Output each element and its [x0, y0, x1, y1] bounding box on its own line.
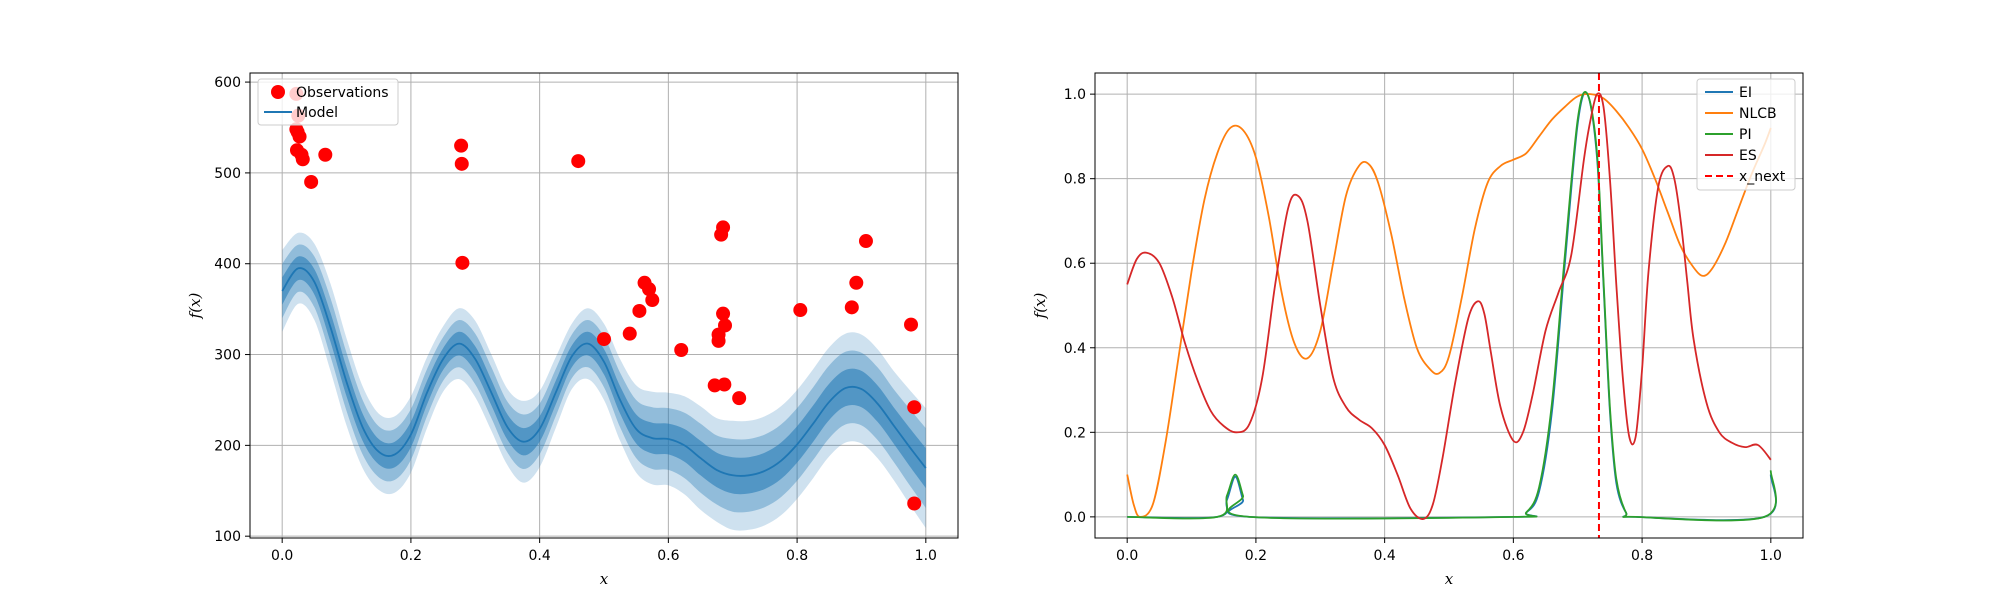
observation-point	[292, 129, 307, 144]
left-legend: Observations Model	[257, 78, 399, 126]
observation-point	[295, 152, 310, 167]
legend-label-ei: EI	[1739, 85, 1752, 101]
y-tick-label: 1.0	[1064, 87, 1086, 103]
observation-point	[645, 293, 660, 308]
observation-point	[597, 332, 611, 347]
observation-point	[849, 275, 864, 290]
observation-point	[858, 234, 873, 249]
observation-point	[732, 391, 747, 406]
observation-point	[454, 138, 469, 153]
y-tick-label: 0.8	[1064, 172, 1086, 188]
observation-point	[454, 156, 469, 171]
observation-point	[717, 377, 732, 392]
series-line-ei	[1127, 91, 1777, 522]
observation-point	[904, 317, 919, 332]
observation-point	[711, 333, 726, 348]
x-tick-label: 0.6	[1502, 548, 1524, 564]
legend-observations-marker	[271, 85, 285, 99]
y-tick-label: 0.2	[1064, 425, 1086, 441]
observation-point	[455, 255, 470, 270]
observation-point	[304, 174, 319, 189]
y-tick-label: 600	[214, 75, 241, 91]
left-y-ticks: 100 200 300 400 500 600	[214, 75, 250, 545]
right-legend-box	[1696, 78, 1796, 191]
x-tick-label: 0.2	[1245, 548, 1267, 564]
y-tick-label: 200	[214, 438, 241, 454]
observation-point	[718, 318, 733, 333]
x-tick-label: 0.8	[786, 548, 808, 564]
left-legend-box	[257, 78, 399, 126]
series-line-es	[1126, 92, 1772, 520]
observation-point	[716, 220, 731, 235]
y-tick-label: 0.6	[1064, 256, 1086, 272]
observation-point	[571, 154, 586, 169]
left-x-ticks: 0.0 0.2 0.4 0.6 0.8 1.0	[271, 538, 937, 564]
x-tick-label: 0.2	[400, 548, 422, 564]
right-subplot: 0.0 0.2 0.4 0.6 0.8 1.0 0.00.20.40.60.81.0 x …	[1031, 72, 1804, 588]
y-tick-label: 100	[214, 529, 241, 545]
observation-point	[642, 282, 657, 297]
observation-point	[844, 300, 859, 315]
right-grid	[1095, 73, 1803, 538]
legend-label-nlcb: NLCB	[1739, 106, 1777, 122]
x-tick-label: 1.0	[1760, 548, 1782, 564]
right-y-axis-label: f(x)	[1031, 292, 1049, 319]
legend-label-es: ES	[1739, 148, 1757, 164]
y-tick-label: 0.4	[1064, 341, 1086, 357]
x-tick-label: 0.6	[657, 548, 679, 564]
model-mean-line	[281, 267, 927, 477]
left-axes-frame	[249, 72, 959, 539]
legend-label-x-next: x_next	[1739, 169, 1786, 185]
observation-point	[632, 303, 647, 318]
observation-point	[907, 496, 922, 511]
x-tick-label: 0.0	[1116, 548, 1138, 564]
observation-point	[318, 147, 333, 162]
x-tick-label: 0.4	[529, 548, 551, 564]
x-tick-label: 0.0	[271, 548, 293, 564]
y-tick-label: 400	[214, 257, 241, 273]
y-tick-label: 500	[214, 166, 241, 182]
left-confidence-bands	[282, 232, 926, 531]
right-axes-frame	[1094, 72, 1804, 539]
observation-point	[622, 326, 637, 341]
legend-observations-label: Observations	[296, 85, 389, 101]
x-tick-label: 1.0	[915, 548, 937, 564]
observation-point	[716, 306, 731, 321]
right-legend: EI NLCB PI ES x_next	[1696, 78, 1796, 191]
legend-model-label: Model	[296, 105, 338, 121]
right-x-ticks: 0.0 0.2 0.4 0.6 0.8 1.0	[1116, 538, 1782, 564]
left-x-axis-label: x	[600, 570, 609, 588]
observation-point	[674, 343, 689, 358]
right-x-axis-label: x	[1445, 570, 1454, 588]
confidence-band-2sigma	[282, 244, 926, 513]
series-line-pi	[1127, 91, 1777, 522]
y-tick-label: 0.0	[1064, 510, 1086, 526]
left-y-axis-label: f(x)	[186, 292, 204, 319]
right-acquisition-lines	[1126, 91, 1777, 522]
x-tick-label: 0.8	[1631, 548, 1653, 564]
x-tick-label: 0.4	[1374, 548, 1396, 564]
right-y-ticks: 0.0 0.2 0.4 0.6 0.8 1.0	[1064, 87, 1095, 526]
y-tick-label: 300	[214, 348, 241, 364]
series-line-nlcb	[1126, 93, 1772, 518]
observation-point	[793, 303, 808, 318]
legend-label-pi: PI	[1739, 127, 1752, 143]
observation-point	[907, 400, 922, 415]
left-model-line	[281, 267, 927, 477]
